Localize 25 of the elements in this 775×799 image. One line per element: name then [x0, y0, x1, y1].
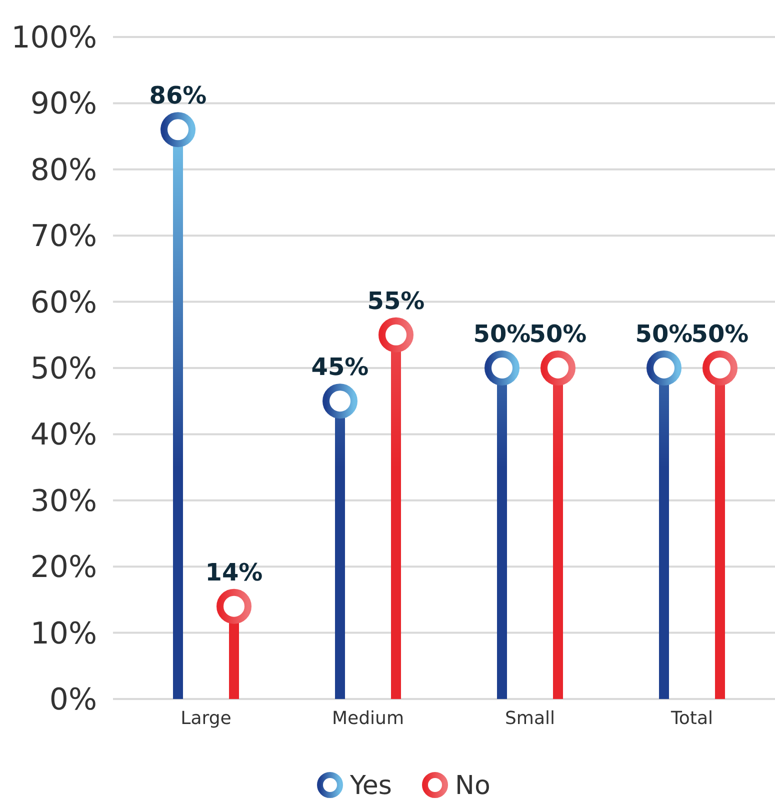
x-tick-label: Total	[670, 708, 714, 729]
x-tick-label: Large	[180, 708, 232, 729]
y-tick-label: 90%	[30, 86, 97, 122]
data-label: 50%	[635, 320, 693, 348]
y-tick-label: 30%	[30, 484, 97, 519]
data-label: 50%	[529, 320, 587, 348]
legend-label: No	[455, 771, 490, 799]
y-tick-label: 60%	[30, 285, 97, 320]
y-tick-label: 70%	[30, 219, 97, 254]
y-tick-label: 80%	[30, 152, 97, 188]
x-tick-label: Small	[505, 708, 555, 729]
data-label: 50%	[691, 320, 749, 348]
y-tick-label: 0%	[49, 682, 97, 718]
y-tick-label: 40%	[30, 418, 97, 453]
data-label: 50%	[473, 320, 531, 348]
legend-label: Yes	[349, 771, 392, 799]
y-tick-label: 50%	[30, 352, 97, 386]
data-label: 14%	[205, 558, 263, 586]
y-tick-label: 10%	[30, 616, 97, 652]
y-tick-label: 20%	[30, 550, 97, 586]
data-label: 55%	[367, 286, 425, 315]
y-tick-label: 100%	[11, 20, 97, 56]
data-label: 45%	[311, 353, 369, 382]
data-label: 86%	[149, 82, 207, 110]
x-tick-label: Medium	[332, 708, 404, 729]
